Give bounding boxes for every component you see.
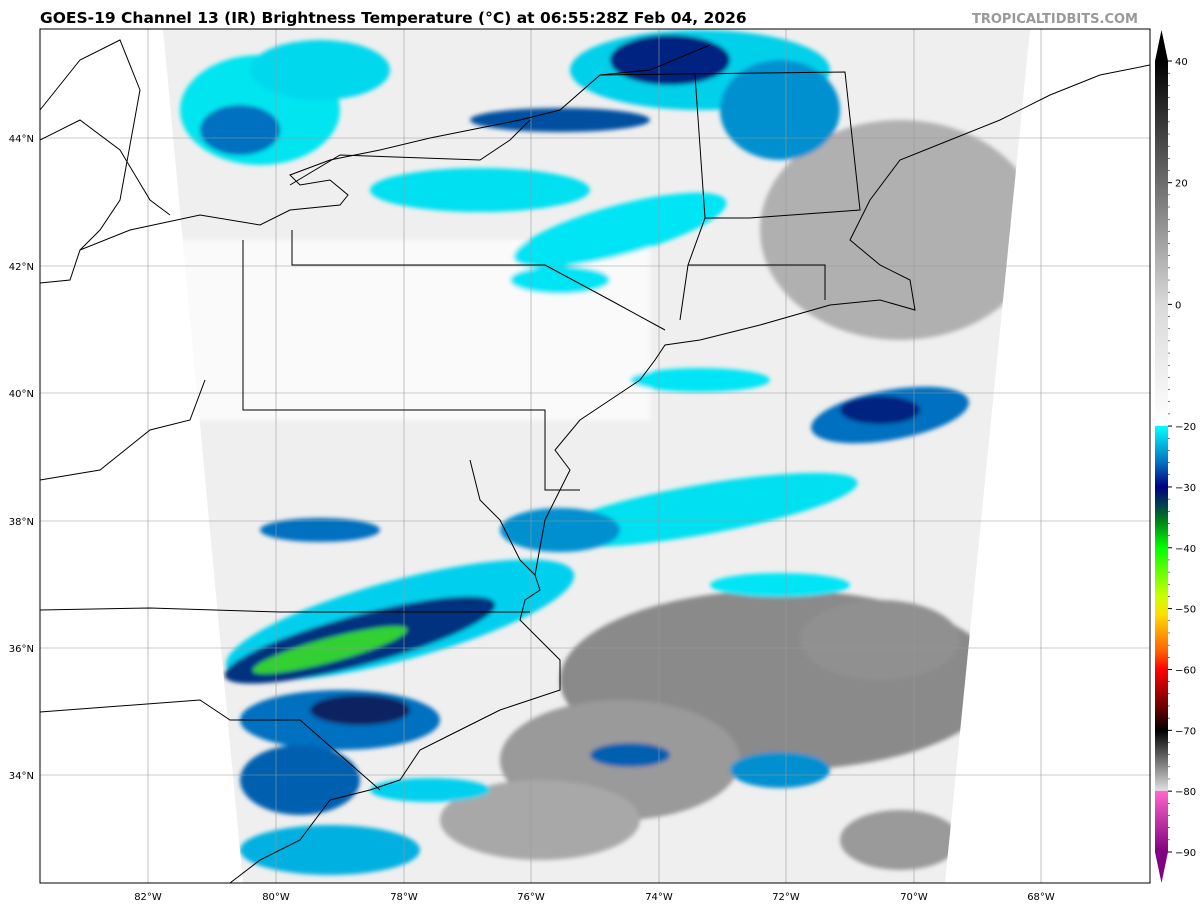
lon-tick-label: 74°W	[645, 892, 673, 903]
lat-tick-label: 36°N	[9, 644, 34, 655]
colorbar-tick-label: −50	[1175, 605, 1196, 616]
colorbar-tick-label: −90	[1175, 848, 1196, 859]
colorbar-tick-label: 20	[1175, 179, 1188, 190]
colorbar-extend-top	[1155, 30, 1168, 61]
lat-tick-label: 38°N	[9, 517, 34, 528]
lat-tick-label: 44°N	[9, 134, 34, 145]
longitude-axis: 82°W 80°W 78°W 76°W 74°W 72°W 70°W 68°W	[134, 892, 1055, 903]
satellite-swath	[163, 29, 1030, 883]
lon-tick-label: 68°W	[1027, 892, 1055, 903]
colorbar-tick-label: −60	[1175, 665, 1196, 676]
lat-tick-label: 40°N	[9, 389, 34, 400]
colorbar-tick-label: −70	[1175, 726, 1196, 737]
colorbar: 40 20 0 −20 −30 −40 −50 −60 −70 −80 −90	[1155, 30, 1196, 883]
lat-tick-label: 34°N	[9, 771, 34, 782]
graticule	[40, 29, 1150, 883]
colorbar-extend-bottom	[1155, 852, 1168, 883]
colorbar-tick-label: −40	[1175, 544, 1196, 555]
colorbar-tick-label: −80	[1175, 787, 1196, 798]
colorbar-body	[1155, 61, 1168, 852]
lon-tick-label: 72°W	[772, 892, 800, 903]
colorbar-tick-label: 40	[1175, 57, 1188, 68]
colorbar-tick-label: −20	[1175, 422, 1196, 433]
coastlines	[40, 39, 1150, 883]
map-frame	[39, 28, 1151, 884]
map-area	[40, 29, 1150, 883]
lon-tick-label: 76°W	[517, 892, 545, 903]
watermark: TROPICALTIDBITS.COM	[972, 12, 1138, 27]
map-title: GOES-19 Channel 13 (IR) Brightness Tempe…	[40, 9, 747, 27]
colorbar-tick-label: 0	[1175, 300, 1181, 311]
lon-tick-label: 78°W	[390, 892, 418, 903]
lon-tick-label: 80°W	[262, 892, 290, 903]
lon-tick-label: 82°W	[134, 892, 162, 903]
colorbar-tick-label: −30	[1175, 483, 1196, 494]
lat-tick-label: 42°N	[9, 262, 34, 273]
lon-tick-label: 70°W	[900, 892, 928, 903]
latitude-axis: 44°N 42°N 40°N 38°N 36°N 34°N	[9, 134, 34, 782]
